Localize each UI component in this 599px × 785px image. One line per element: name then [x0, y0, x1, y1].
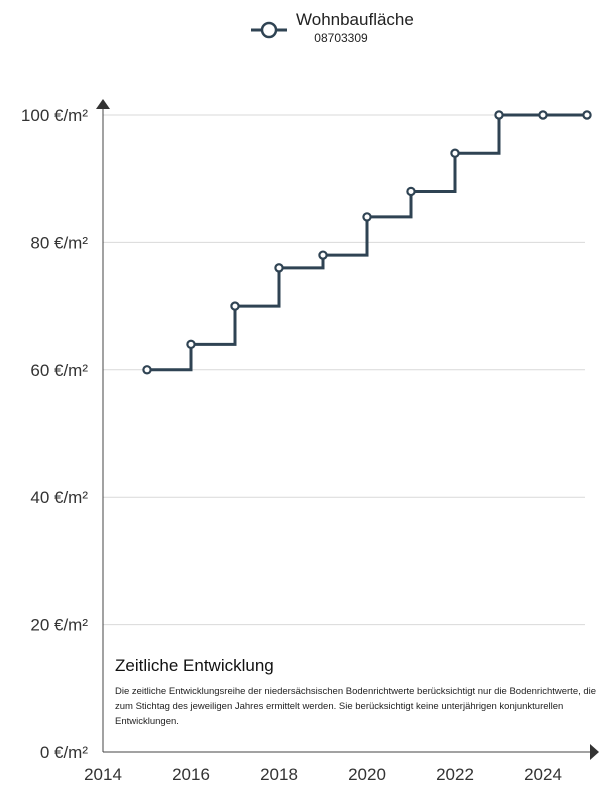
data-point	[318, 250, 328, 260]
x-axis-arrow-icon	[590, 744, 599, 760]
y-tick-label: 100 €/m²	[21, 106, 88, 125]
series-layer	[142, 110, 592, 375]
data-point	[582, 110, 592, 120]
info-title: Zeitliche Entwicklung	[115, 656, 274, 675]
axes: 0 €/m² 20 €/m² 40 €/m² 60 €/m² 80 €/m² 100 €/…	[21, 99, 599, 784]
data-point	[450, 148, 460, 158]
y-tick-label: 80 €/m²	[30, 233, 88, 252]
data-point	[362, 212, 372, 222]
data-point	[142, 365, 152, 375]
data-point	[230, 301, 240, 311]
y-axis-arrow-icon	[96, 99, 110, 109]
data-point	[274, 263, 284, 273]
y-tick-label: 20 €/m²	[30, 616, 88, 635]
x-tick-label: 2020	[348, 765, 386, 784]
info-box: Zeitliche Entwicklung Die zeitliche Entw…	[115, 656, 599, 729]
y-tick-label: 40 €/m²	[30, 488, 88, 507]
data-point	[186, 339, 196, 350]
x-tick-label: 2024	[524, 765, 562, 784]
info-text: Die zeitliche Entwicklungsreihe der nied…	[115, 686, 597, 727]
y-tick-label: 0 €/m²	[40, 743, 89, 762]
y-tick-label: 60 €/m²	[30, 361, 88, 380]
data-point	[406, 186, 416, 197]
x-tick-label: 2018	[260, 765, 298, 784]
legend-series-id: 08703309	[314, 31, 368, 45]
data-point	[494, 110, 504, 120]
x-tick-label: 2014	[84, 765, 122, 784]
legend-marker-icon	[260, 21, 278, 39]
x-tick-label: 2022	[436, 765, 474, 784]
data-point	[538, 110, 548, 120]
series-line	[147, 113, 589, 372]
x-tick-label: 2016	[172, 765, 210, 784]
legend[interactable]: Wohnbaufläche 08703309	[251, 10, 414, 45]
legend-series-name: Wohnbaufläche	[296, 10, 414, 29]
